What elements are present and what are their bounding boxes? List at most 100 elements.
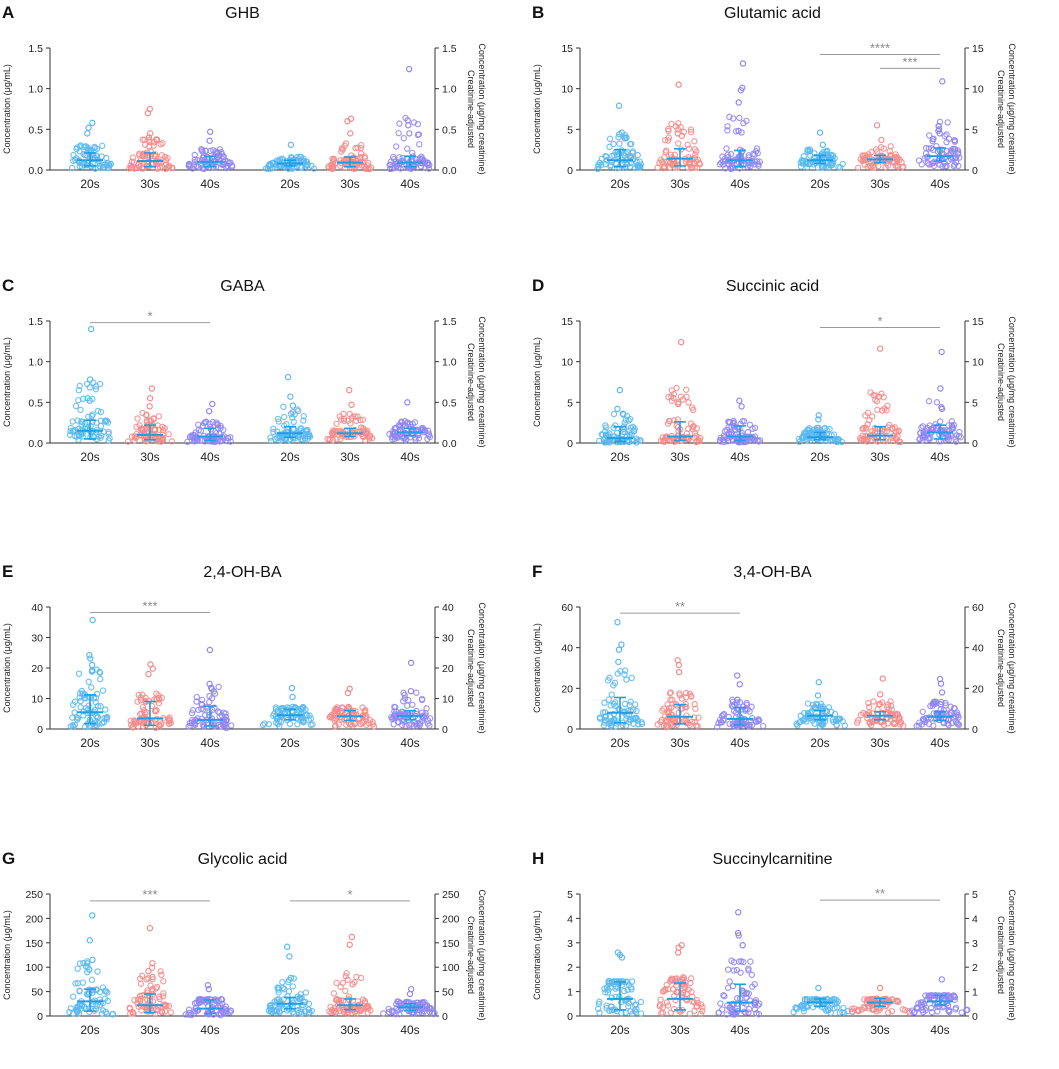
group-20s [596,619,646,730]
data-point [944,720,951,727]
data-point [385,1008,393,1016]
data-point [874,406,881,414]
data-point [951,145,958,153]
data-point [328,1006,336,1014]
data-point [73,1003,81,1010]
y-tick-label-right: 0.5 [442,124,457,136]
data-point [153,696,160,703]
data-point [72,980,79,987]
data-point [228,722,235,729]
data-point [139,703,146,711]
data-point [359,719,366,727]
data-point [82,695,89,702]
data-point [608,691,615,698]
significance-label: * [877,314,882,329]
y-tick-label-right: 50 [442,987,454,999]
data-point [665,715,672,722]
data-point [405,164,412,172]
data-point [896,156,903,163]
data-point [266,1002,274,1009]
data-point [964,1006,971,1014]
data-point [97,703,104,710]
data-point [830,431,838,438]
outlier-point [938,405,946,413]
data-point [361,709,369,716]
data-point [668,397,676,405]
data-point [274,415,282,423]
data-point [156,164,164,171]
data-point [138,992,145,999]
data-point [895,998,902,1006]
data-point [621,134,628,141]
data-point [738,429,745,437]
data-point [621,667,629,674]
data-point [894,710,901,718]
data-point [67,427,74,435]
data-point [594,165,601,173]
y-tick-label-left: 0 [37,1011,43,1023]
data-point [92,383,100,390]
y-tick-label-right: 5 [972,397,978,409]
data-point [621,671,628,678]
y-tick-label-left: 2 [567,962,573,974]
data-point [689,404,696,411]
outlier-point [879,675,886,682]
group-40s [913,675,963,730]
data-point [910,1009,918,1016]
data-point [892,428,899,436]
outlier-point [938,348,945,356]
data-point [748,703,755,710]
data-point [418,695,426,703]
data-point [918,161,925,168]
y-tick-label-left: 4 [567,913,573,925]
data-point [854,1007,862,1015]
data-point [126,165,133,172]
y-tick-label-left: 0 [37,724,43,736]
data-point [326,436,333,443]
data-point [801,709,808,717]
data-point [215,683,222,691]
data-point [352,413,359,420]
x-tick-label: 20s [280,450,299,464]
data-point [691,145,699,153]
data-point [599,709,607,716]
data-point [392,143,400,150]
data-point [160,990,167,997]
data-point [426,715,434,722]
panel-c: C GABA 0.0 0.0 0.5 0.5 1.0 1.0 1.5 1.5 Concentrati… [2,276,487,464]
data-point [685,160,692,167]
data-point [942,162,949,170]
data-point [361,997,369,1005]
panel-e: E 2,4-OH-BA 0 0 10 10 20 20 30 30 40 40 Concentratio… [2,562,487,750]
data-point [860,709,867,717]
group-20s [265,943,316,1017]
panel-a: A GHB 0.0 0.0 0.5 0.5 1.0 1.0 1.5 1.5 Concentratio… [2,3,487,191]
y-tick-label-right: 10 [442,694,454,706]
data-point [138,972,146,980]
data-point [142,141,149,148]
data-point [627,415,634,423]
data-point [419,424,426,432]
data-point [97,417,105,424]
data-point [880,145,887,152]
data-point [426,433,434,441]
data-point [76,694,83,701]
data-point [624,160,631,168]
y-tick-label-right: 10 [972,84,984,96]
data-point [721,992,728,1000]
data-point [686,721,693,729]
panel-title: 2,4-OH-BA [203,564,282,581]
data-point [275,418,282,425]
data-point [792,1004,799,1011]
group-30s [856,345,904,446]
y-axis-label-right-line1: Creatinine-adjusted [996,629,1006,707]
y-tick-label-left: 5 [567,889,573,901]
data-point [299,704,306,712]
data-point [304,711,311,719]
data-point [659,434,666,441]
outlier-point [405,122,412,129]
data-point [936,118,944,126]
data-point [276,156,284,163]
outlier-point [86,937,94,944]
panel-b: B Glutamic acid 0 0 5 5 10 10 15 15 Concentration … [532,3,1017,191]
